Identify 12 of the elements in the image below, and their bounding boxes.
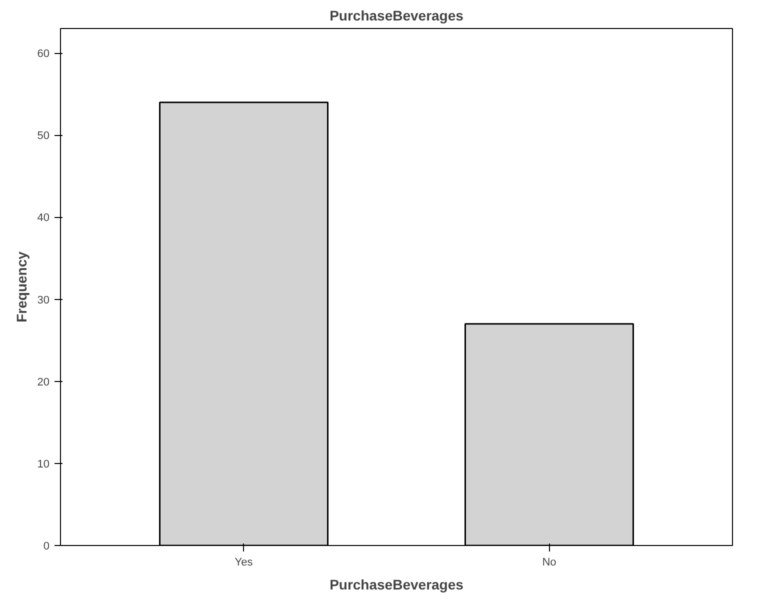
y-tick-label: 30: [37, 294, 50, 306]
y-tick-label: 60: [37, 48, 50, 60]
y-tick-label: 50: [37, 130, 50, 142]
x-tick-label: Yes: [234, 556, 254, 568]
chart-title: PurchaseBeverages: [330, 8, 464, 24]
y-tick-label: 0: [43, 540, 50, 552]
y-tick-label: 10: [37, 458, 50, 470]
x-tick-label: No: [542, 556, 556, 568]
x-axis-title: PurchaseBeverages: [330, 576, 464, 592]
y-tick-label: 40: [37, 212, 50, 224]
y-tick-label: 20: [37, 376, 50, 388]
y-axis-title: Frequency: [13, 251, 30, 322]
